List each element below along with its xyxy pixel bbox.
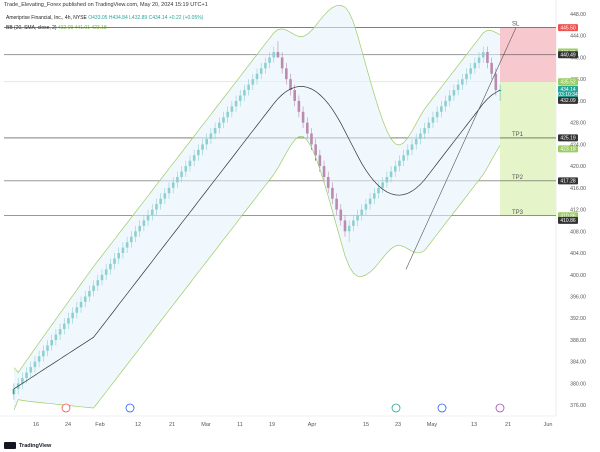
x-tick-label: 23: [395, 422, 401, 428]
y-tick-label: 436.00: [570, 77, 586, 83]
x-tick-label: 15: [363, 422, 369, 428]
price-label-tag: [558, 90, 578, 98]
bb-basis: [13, 86, 501, 390]
x-tick-label: 21: [505, 422, 511, 428]
y-tick-label: 420.00: [570, 164, 586, 170]
publish-caption: Trade_Elevating_Forex published on Tradi…: [4, 2, 208, 8]
price-label-text: 425.19: [560, 136, 576, 142]
brand-label: TradingView: [19, 442, 52, 449]
x-tick-label: Mar: [201, 422, 211, 428]
price-label-tag: [558, 78, 578, 86]
ohlc-values: O433.05 H434.84 L432.89 C434.14 +0.22 (+…: [88, 15, 204, 21]
price-label-text: 03:10:34: [558, 92, 578, 98]
x-tick-label: 13: [471, 422, 477, 428]
y-tick-label: 416.00: [570, 186, 586, 192]
price-label-text: 410.86: [560, 214, 576, 220]
price-label-text: 435.52: [560, 80, 576, 86]
y-tick-label: 388.00: [570, 338, 586, 344]
x-tick-label: 21: [169, 422, 175, 428]
level-label-sl: SL: [512, 22, 520, 28]
price-label-text: 445.50: [560, 25, 576, 31]
y-tick-label: 392.00: [570, 316, 586, 322]
event-marker-icon: [437, 403, 447, 413]
level-label-tp2: TP2: [512, 175, 524, 181]
price-label-tag: [558, 134, 578, 142]
x-tick-label: Apr: [308, 422, 317, 428]
price-label-text: 423.18: [560, 147, 576, 153]
y-tick-label: 400.00: [570, 273, 586, 279]
bb-upper: [13, 5, 501, 374]
event-marker-icon: [391, 403, 401, 413]
x-tick-label: 19: [269, 422, 275, 428]
price-label-tag: [558, 24, 578, 32]
event-marker-icon: [125, 403, 135, 413]
x-tick-label: 11: [237, 422, 243, 428]
bb-lower: [13, 136, 501, 411]
tradingview-brand: TradingView: [4, 442, 51, 449]
y-tick-label: 384.00: [570, 360, 586, 366]
price-label-tag: [558, 96, 578, 104]
event-marker-icon: [495, 403, 505, 413]
symbol-name: Ameriprise Financial, Inc., 4h, NYSE: [6, 15, 87, 21]
bb-fill: [14, 5, 500, 411]
price-label-text: 440.49: [560, 53, 576, 59]
price-label-tag: [558, 51, 578, 59]
x-tick-label: 12: [135, 422, 141, 428]
price-label-text: 417.28: [560, 179, 576, 185]
take-profit-zone: [500, 81, 556, 216]
y-tick-label: 376.00: [570, 403, 586, 409]
y-tick-label: 428.00: [570, 121, 586, 127]
y-tick-label: 396.00: [570, 294, 586, 300]
price-label-tag: [558, 177, 578, 185]
trend-line: [405, 27, 517, 270]
y-tick-label: 404.00: [570, 251, 586, 257]
y-tick-label: 424.00: [570, 142, 586, 148]
price-label-tag: [558, 145, 578, 153]
level-label-tp3: TP3: [512, 210, 524, 216]
y-tick-label: 432.00: [570, 99, 586, 105]
price-label-text: 434.14: [560, 87, 576, 93]
y-tick-label: 412.00: [570, 208, 586, 214]
x-tick-label: Feb: [95, 422, 104, 428]
y-tick-label: 440.00: [570, 55, 586, 61]
tradingview-logo-icon: [4, 442, 16, 449]
x-tick-label: Jun: [544, 422, 553, 428]
price-label-tag: [558, 216, 578, 224]
y-tick-label: 380.00: [570, 381, 586, 387]
event-marker-icon: [61, 403, 71, 413]
price-label-text: 410.86: [560, 218, 576, 224]
x-tick-label: 16: [33, 422, 39, 428]
x-tick-label: May: [427, 422, 438, 428]
x-tick-label: 24: [65, 422, 71, 428]
price-label-text: 432.09: [560, 98, 576, 104]
y-tick-label: 448.00: [570, 12, 586, 18]
level-label-tp1: TP1: [512, 132, 524, 138]
bb-line: BB (20, SMA, close, 2) 432.09 441.01 423…: [6, 25, 107, 31]
y-tick-label: 408.00: [570, 229, 586, 235]
bb-label: BB (20, SMA, close, 2): [6, 25, 57, 31]
symbol-line: Ameriprise Financial, Inc., 4h, NYSE O43…: [6, 15, 203, 21]
bb-values: 432.09 441.01 423.18: [57, 25, 107, 31]
y-tick-label: 444.00: [570, 34, 586, 40]
